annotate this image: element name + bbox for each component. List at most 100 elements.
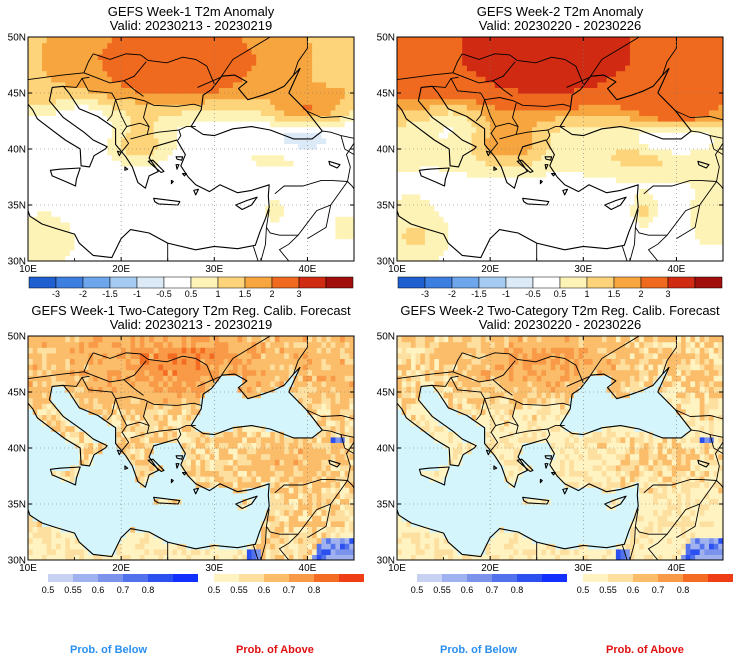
anomaly-grid-cell [177,37,183,44]
anomaly-grid-cell [466,98,473,105]
anomaly-grid-cell [28,177,34,184]
anomaly-grid-cell [420,109,426,116]
anomaly-grid-cell [643,182,650,189]
anomaly-grid-cell [522,115,528,122]
anomaly-grid-cell [200,182,206,189]
anomaly-grid-cell [569,205,575,212]
anomaly-grid-cell [293,238,299,245]
anomaly-grid-cell [508,109,515,116]
island-outline [353,141,354,144]
anomaly-grid-cell [214,244,220,251]
anomaly-grid-cell [611,121,617,128]
anomaly-grid-cell [316,171,322,178]
anomaly-grid-cell [279,171,285,178]
anomaly-grid-cell [713,137,719,144]
anomaly-grid-cell [51,132,57,139]
anomaly-grid-cell [242,59,248,66]
anomaly-grid-cell [130,137,136,144]
anomaly-grid-cell [107,177,113,184]
anomaly-grid-cell [251,81,257,88]
anomaly-grid-cell [214,154,220,161]
anomaly-grid-cell [60,76,66,83]
anomaly-grid-cell [312,143,318,150]
anomaly-grid-cell [228,37,234,44]
anomaly-grid-cell [270,255,276,261]
anomaly-grid-cell [476,182,482,189]
anomaly-grid-cell [158,238,164,245]
anomaly-grid-cell [504,137,510,144]
anomaly-grid-cell [420,126,426,133]
anomaly-grid-cell [149,182,155,189]
anomaly-grid-cell [662,210,668,217]
anomaly-grid-cell [522,249,528,256]
anomaly-grid-cell [434,182,440,189]
anomaly-grid-cell [130,160,136,167]
anomaly-grid-cell [88,188,94,195]
anomaly-grid-cell [51,171,57,178]
anomaly-grid-cell [209,70,215,77]
anomaly-grid-cell [695,221,701,228]
anomaly-grid-cell [620,132,626,139]
anomaly-grid-cell [102,59,108,66]
anomaly-grid-cell [284,199,290,206]
anomaly-grid-cell [438,199,445,206]
anomaly-grid-cell [662,132,668,139]
anomaly-grid-cell [60,121,66,128]
anomaly-grid-cell [671,121,678,128]
anomaly-grid-cell [429,98,435,105]
anomaly-grid-cell [597,154,603,161]
anomaly-grid-cell [65,37,71,44]
anomaly-grid-cell [195,48,201,55]
anomaly-grid-cell [260,221,267,228]
anomaly-grid-cell [494,126,501,133]
anomaly-grid-cell [504,165,510,172]
anomaly-grid-cell [232,227,239,234]
anomaly-grid-cell [307,249,313,256]
anomaly-grid-cell [135,93,141,100]
anomaly-grid-cell [37,132,43,139]
anomaly-grid-cell [125,154,132,161]
anomaly-grid-cell [65,149,71,156]
anomaly-grid-cell [42,109,48,116]
anomaly-grid-cell [592,199,598,206]
anomaly-grid-cell [699,182,705,189]
anomaly-grid-cell [37,143,43,150]
anomaly-grid-cell [415,171,421,178]
anomaly-grid-cell [601,193,608,200]
anomaly-grid-cell [704,137,710,144]
anomaly-grid-cell [214,59,220,66]
anomaly-grid-cell [65,221,71,228]
anomaly-grid-cell [424,109,431,116]
anomaly-grid-cell [420,143,426,150]
anomaly-grid-cell [555,188,561,195]
anomaly-grid-cell [340,53,346,60]
anomaly-grid-cell [704,221,710,228]
anomaly-grid-cell [718,210,723,217]
anomaly-grid-cell [55,59,62,66]
anomaly-grid-cell [60,188,66,195]
anomaly-grid-cell [639,238,645,245]
anomaly-grid-cell [611,137,617,144]
anomaly-grid-cell [153,171,159,178]
anomaly-grid-cell [532,244,538,251]
anomaly-grid-cell [685,188,691,195]
anomaly-grid-cell [625,188,631,195]
anomaly-grid-cell [713,121,719,128]
anomaly-grid-cell [298,37,304,44]
anomaly-grid-cell [83,205,90,212]
anomaly-grid-cell [74,48,80,55]
anomaly-grid-cell [490,98,496,105]
anomaly-grid-cell [574,126,580,133]
anomaly-grid-cell [97,132,104,139]
anomaly-grid-cell [107,199,113,206]
anomaly-grid-cell [587,193,594,200]
anomaly-grid-cell [265,70,271,77]
anomaly-grid-cell [546,210,552,217]
anomaly-grid-cell [321,87,327,94]
anomaly-grid-cell [69,216,76,223]
anomaly-grid-cell [718,160,723,167]
anomaly-grid-cell [695,216,701,223]
anomaly-grid-cell [546,137,552,144]
anomaly-grid-cell [480,160,487,167]
anomaly-grid-cell [326,233,332,240]
